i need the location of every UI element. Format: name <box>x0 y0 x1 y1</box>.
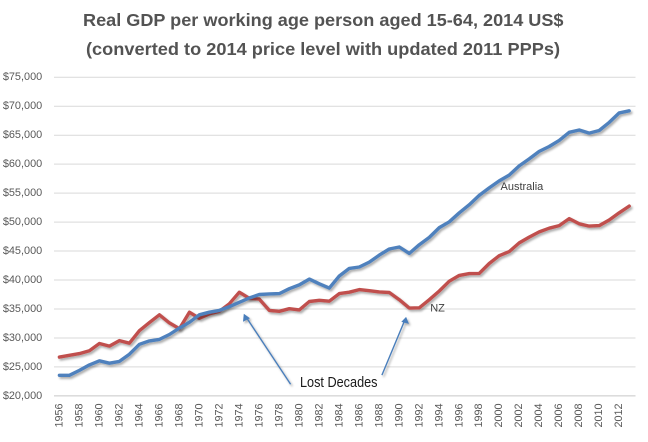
svg-text:2008: 2008 <box>573 404 585 428</box>
svg-text:$45,000: $45,000 <box>3 245 42 257</box>
svg-text:$60,000: $60,000 <box>3 158 42 170</box>
svg-text:1956: 1956 <box>53 404 65 428</box>
svg-text:$30,000: $30,000 <box>3 332 42 344</box>
svg-text:1994: 1994 <box>433 404 445 428</box>
svg-text:$20,000: $20,000 <box>3 390 42 402</box>
svg-text:$70,000: $70,000 <box>3 100 42 112</box>
svg-text:2012: 2012 <box>613 404 625 428</box>
svg-text:$40,000: $40,000 <box>3 274 42 286</box>
svg-text:NZ: NZ <box>430 302 445 314</box>
svg-text:1980: 1980 <box>293 404 305 428</box>
svg-text:1970: 1970 <box>193 404 205 428</box>
svg-text:1974: 1974 <box>233 404 245 428</box>
svg-text:$35,000: $35,000 <box>3 303 42 315</box>
svg-text:1998: 1998 <box>473 404 485 428</box>
svg-text:1960: 1960 <box>93 404 105 428</box>
svg-text:2004: 2004 <box>533 404 545 428</box>
svg-text:2006: 2006 <box>553 404 565 428</box>
svg-text:1996: 1996 <box>453 404 465 428</box>
svg-text:(converted to 2014 price level: (converted to 2014 price level with upda… <box>86 39 560 59</box>
svg-text:1986: 1986 <box>353 404 365 428</box>
svg-text:$65,000: $65,000 <box>3 129 42 141</box>
svg-text:1962: 1962 <box>113 404 125 428</box>
svg-text:2010: 2010 <box>593 404 605 428</box>
svg-text:Lost Decades: Lost Decades <box>300 374 378 391</box>
svg-text:1972: 1972 <box>213 404 225 428</box>
svg-text:$55,000: $55,000 <box>3 187 42 199</box>
svg-text:$50,000: $50,000 <box>3 216 42 228</box>
svg-text:1984: 1984 <box>333 404 345 428</box>
svg-text:1988: 1988 <box>373 404 385 428</box>
svg-text:$75,000: $75,000 <box>3 71 42 83</box>
svg-text:$25,000: $25,000 <box>3 361 42 373</box>
svg-text:2000: 2000 <box>493 404 505 428</box>
svg-text:1990: 1990 <box>393 404 405 428</box>
svg-text:2002: 2002 <box>513 404 525 428</box>
svg-text:1958: 1958 <box>73 404 85 428</box>
svg-text:1964: 1964 <box>133 404 145 428</box>
svg-text:Real GDP per working age perso: Real GDP per working age person aged 15-… <box>83 10 564 30</box>
svg-text:Australia: Australia <box>501 181 545 193</box>
svg-text:1982: 1982 <box>313 404 325 428</box>
svg-text:1992: 1992 <box>413 404 425 428</box>
svg-text:1976: 1976 <box>253 404 265 428</box>
svg-text:1968: 1968 <box>173 404 185 428</box>
svg-text:1966: 1966 <box>153 404 165 428</box>
svg-text:1978: 1978 <box>273 404 285 428</box>
